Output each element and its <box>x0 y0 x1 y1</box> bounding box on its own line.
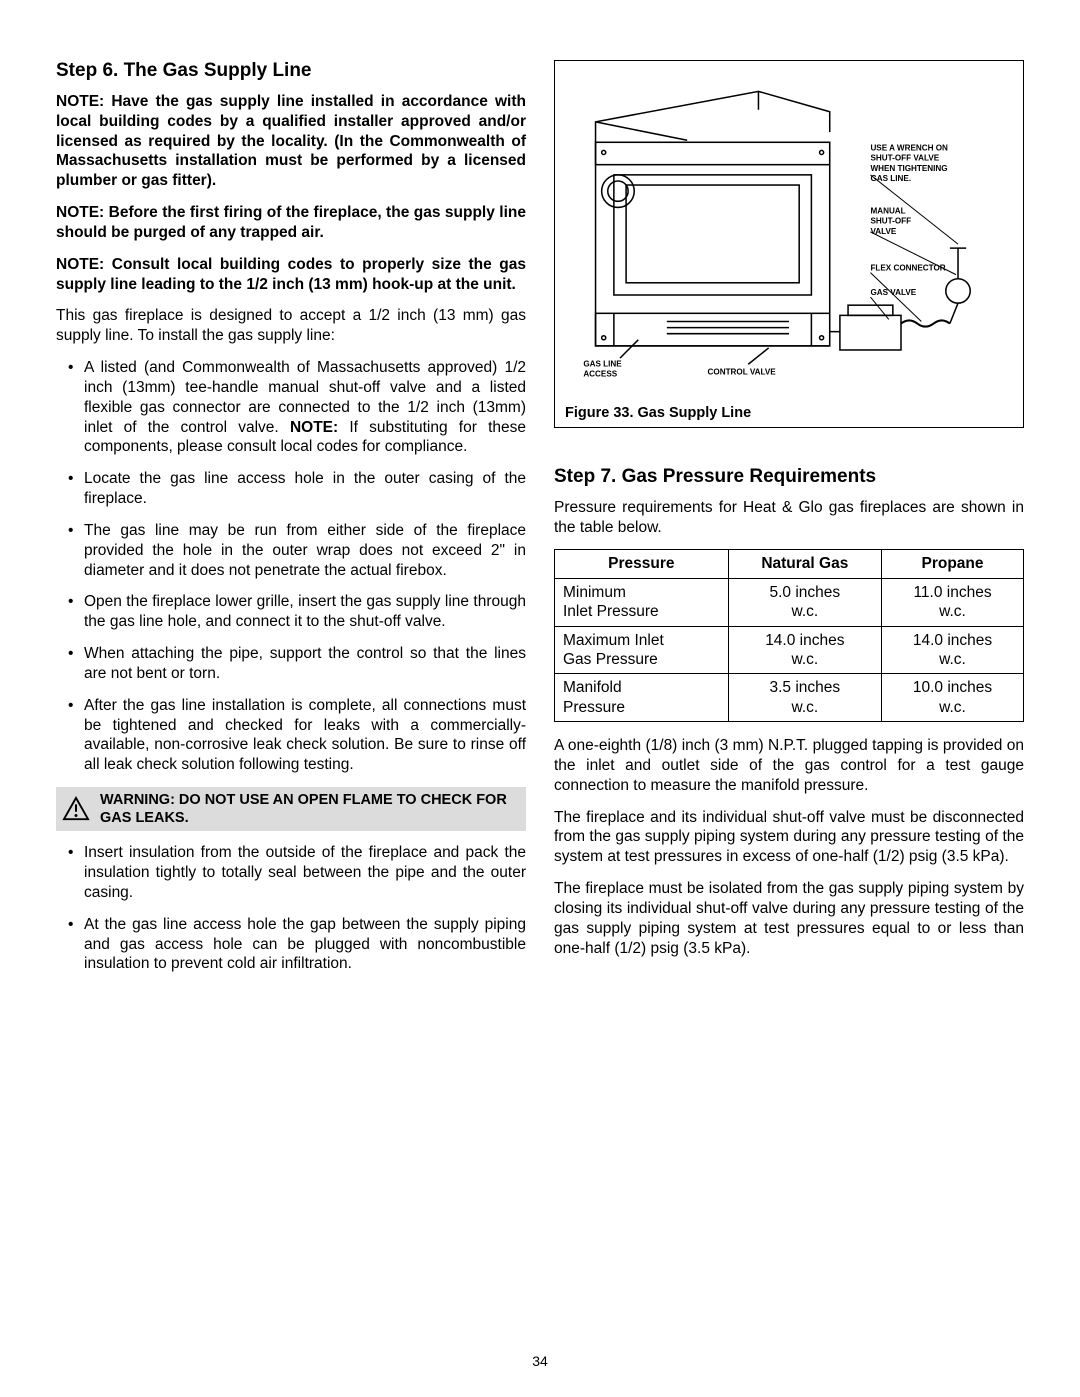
bullet-list-b: Insert insulation from the outside of th… <box>56 843 526 974</box>
list-item: After the gas line installation is compl… <box>72 696 526 775</box>
bullet-list-a: A listed (and Commonwealth of Massachuse… <box>56 358 526 775</box>
step7-title: Step 7. Gas Pressure Requirements <box>554 466 1024 488</box>
list-item: Locate the gas line access hole in the o… <box>72 469 526 509</box>
label-manual-shutoff: MANUAL SHUT-OFF VALVE <box>870 207 913 236</box>
warning-text: WARNING: DO NOT USE AN OPEN FLAME TO CHE… <box>100 791 518 827</box>
page: Step 6. The Gas Supply Line NOTE: Have t… <box>0 0 1080 1026</box>
list-item: Insert insulation from the outside of th… <box>72 843 526 902</box>
label-wrench: USE A WRENCH ON SHUT-OFF VALVE WHEN TIGH… <box>870 143 950 183</box>
cell-ng: 5.0 inchesw.c. <box>728 578 881 626</box>
list-item: The gas line may be run from either side… <box>72 521 526 580</box>
left-column: Step 6. The Gas Supply Line NOTE: Have t… <box>56 60 526 986</box>
cell-propane: 10.0 inchesw.c. <box>882 674 1024 722</box>
warning-box: WARNING: DO NOT USE AN OPEN FLAME TO CHE… <box>56 787 526 831</box>
cell-label: MinimumInlet Pressure <box>555 578 729 626</box>
list-item: When attaching the pipe, support the con… <box>72 644 526 684</box>
th-pressure: Pressure <box>555 550 729 578</box>
label-flex: FLEX CONNECTOR <box>870 264 945 273</box>
gas-supply-diagram: USE A WRENCH ON SHUT-OFF VALVE WHEN TIGH… <box>565 71 1013 397</box>
step6-title: Step 6. The Gas Supply Line <box>56 60 526 82</box>
figure-caption: Figure 33. Gas Supply Line <box>565 405 1013 421</box>
right-column: USE A WRENCH ON SHUT-OFF VALVE WHEN TIGH… <box>554 60 1024 986</box>
table-row: ManifoldPressure 3.5 inchesw.c. 10.0 inc… <box>555 674 1024 722</box>
th-natural-gas: Natural Gas <box>728 550 881 578</box>
warning-triangle-icon <box>62 796 90 822</box>
note-3: NOTE: Consult local building codes to pr… <box>56 255 526 295</box>
figure-33: USE A WRENCH ON SHUT-OFF VALVE WHEN TIGH… <box>554 60 1024 428</box>
table-row: MinimumInlet Pressure 5.0 inchesw.c. 11.… <box>555 578 1024 626</box>
note-2: NOTE: Before the first firing of the fir… <box>56 203 526 243</box>
th-propane: Propane <box>882 550 1024 578</box>
label-gasvalve: GAS VALVE <box>870 288 916 297</box>
list-item: At the gas line access hole the gap betw… <box>72 915 526 974</box>
label-control: CONTROL VALVE <box>708 367 777 376</box>
cell-label: ManifoldPressure <box>555 674 729 722</box>
pressure-table: Pressure Natural Gas Propane MinimumInle… <box>554 549 1024 722</box>
para-isolate: The fireplace must be isolated from the … <box>554 879 1024 958</box>
list-item: Open the fireplace lower grille, insert … <box>72 592 526 632</box>
cell-propane: 11.0 inchesw.c. <box>882 578 1024 626</box>
cell-propane: 14.0 inchesw.c. <box>882 626 1024 674</box>
note-1: NOTE: Have the gas supply line installed… <box>56 92 526 191</box>
intro-text: This gas fireplace is designed to accept… <box>56 306 526 346</box>
para-tapping: A one-eighth (1/8) inch (3 mm) N.P.T. pl… <box>554 736 1024 795</box>
cell-ng: 14.0 inchesw.c. <box>728 626 881 674</box>
cell-label: Maximum InletGas Pressure <box>555 626 729 674</box>
label-gasline: GAS LINE ACCESS <box>583 359 624 378</box>
para-disconnect: The fireplace and its individual shut-of… <box>554 808 1024 867</box>
step7-intro: Pressure requirements for Heat & Glo gas… <box>554 498 1024 538</box>
cell-ng: 3.5 inchesw.c. <box>728 674 881 722</box>
list-item: A listed (and Commonwealth of Massachuse… <box>72 358 526 457</box>
page-number: 34 <box>0 1353 1080 1369</box>
table-header-row: Pressure Natural Gas Propane <box>555 550 1024 578</box>
table-row: Maximum InletGas Pressure 14.0 inchesw.c… <box>555 626 1024 674</box>
